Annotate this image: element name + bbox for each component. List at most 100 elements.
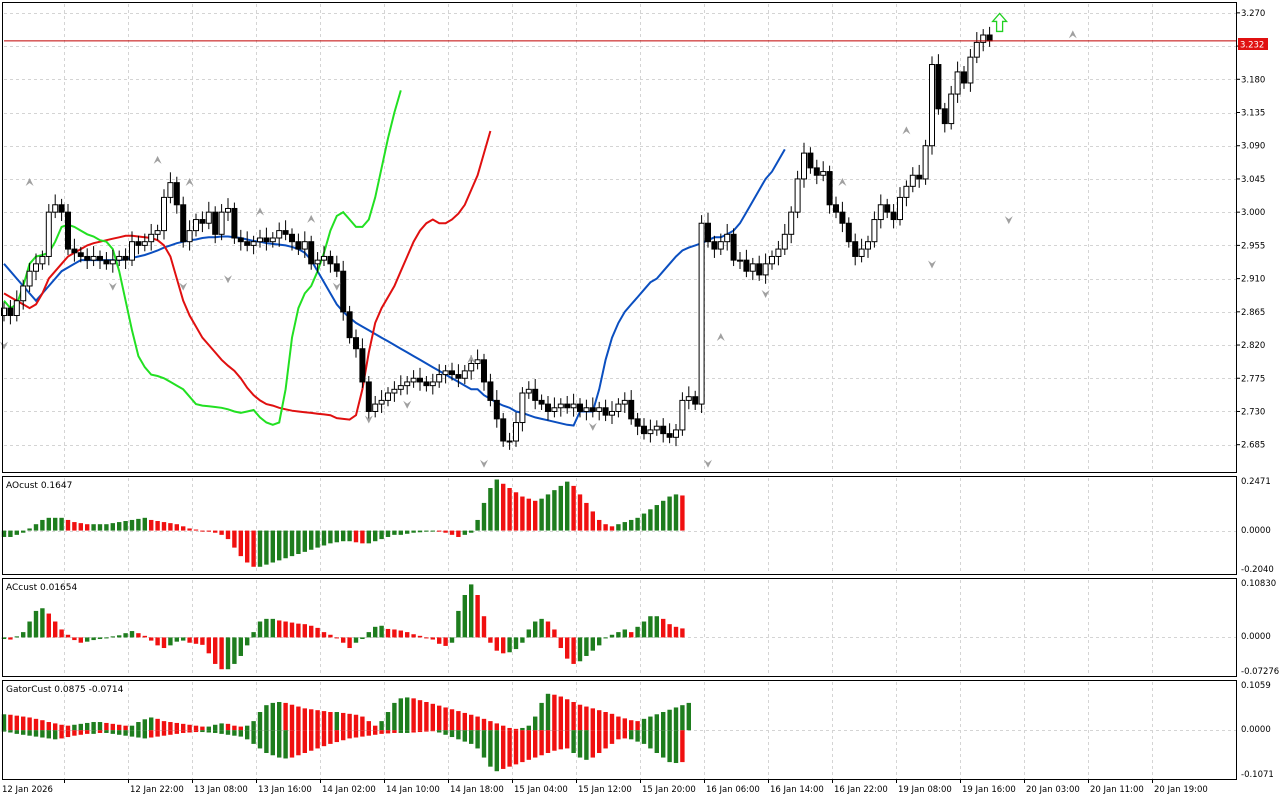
candle-body [826, 171, 833, 206]
ac-bar [65, 634, 71, 638]
candle-body [820, 171, 827, 176]
ac-bar [462, 595, 467, 638]
ac-bar [181, 637, 186, 641]
time-axis-label: 15 Jan 04:00 [514, 785, 568, 795]
candle-body [468, 362, 475, 372]
fractal-up-icon [902, 126, 911, 135]
gator-upper-bar [430, 703, 435, 731]
gator-axis-zero: 0.0000 [1241, 725, 1271, 735]
candle-body [980, 34, 987, 43]
gator-lower-bar [277, 730, 282, 758]
indicator-histograms [1, 479, 691, 772]
gator-upper-bar [417, 700, 423, 731]
ao-bar [609, 526, 615, 531]
candle-body [391, 388, 398, 394]
gator-upper-bar [193, 725, 199, 731]
gator-lower-bar [622, 730, 627, 739]
ac-bar [97, 637, 103, 640]
candle-body [417, 377, 423, 383]
candle-body [186, 230, 193, 243]
candle-body [289, 233, 295, 243]
lips-line [3, 90, 402, 426]
ao-bar [46, 517, 51, 531]
candle-body [90, 255, 97, 261]
ac-bar [680, 628, 685, 638]
ao-bar [110, 523, 115, 531]
ao-bar [373, 530, 378, 542]
gator-lower-bar [501, 730, 506, 769]
gator-upper-bar [91, 722, 96, 731]
gator-lower-bar [411, 730, 416, 733]
ao-axis-top: 0.2471 [1241, 477, 1271, 487]
ac-bar [27, 621, 32, 638]
gator-lower-bar [1, 730, 7, 732]
ac-bar [424, 637, 429, 639]
gator-upper-bar [149, 717, 154, 731]
candle-body [129, 241, 135, 261]
candle-body [333, 263, 340, 272]
ac-bar [622, 629, 627, 638]
ao-bar [251, 530, 256, 567]
price-tag: 3.232 [1238, 38, 1268, 51]
candle-body [807, 152, 814, 169]
candle-body [161, 196, 167, 232]
ao-panel-title: AOcust 0.1647 [6, 481, 72, 491]
candle-body [641, 425, 647, 435]
gator-upper-bar [232, 725, 237, 731]
ac-bar [1, 637, 7, 640]
gator-lower-bar [609, 730, 615, 744]
ac-bar [539, 618, 544, 638]
ac-axis-top: 0.10830 [1241, 579, 1276, 589]
fractal-up-icon [256, 207, 264, 216]
gator-upper-bar [603, 712, 608, 731]
gator-lower-bar [424, 730, 429, 732]
candle-body [609, 410, 615, 416]
ao-bar [558, 485, 563, 531]
gator-axis-bottom: -0.1071 [1241, 770, 1274, 780]
gator-lower-bar [507, 730, 512, 767]
gator-lower-bar [187, 730, 192, 733]
gator-upper-bar [8, 714, 13, 731]
ao-bar [72, 522, 77, 531]
gator-lower-bar [616, 730, 621, 740]
fractal-up-icon [153, 155, 162, 164]
candle-body [749, 263, 756, 272]
gator-upper-bar [571, 701, 576, 731]
ao-bar [232, 530, 237, 548]
gator-lower-bar [302, 730, 307, 753]
ac-bar [571, 637, 576, 664]
gator-lower-bar [225, 730, 231, 735]
candle-body [340, 270, 347, 313]
gator-lower-bar [533, 730, 538, 758]
ac-bar [597, 637, 602, 646]
candle-body [737, 259, 743, 262]
gator-lower-bar [123, 730, 128, 736]
candle-body [7, 307, 14, 317]
gator-lower-bar [648, 730, 653, 749]
ao-bar [584, 502, 589, 531]
ac-bar [53, 621, 58, 638]
candle-body [397, 385, 404, 390]
gator-upper-bar [181, 723, 186, 731]
panel-frame [2, 680, 1237, 780]
gator-lower-bar [635, 730, 640, 742]
gator-upper-bar [213, 724, 218, 731]
candle-body [116, 255, 123, 261]
gator-upper-bar [264, 705, 269, 731]
candle-body [244, 241, 251, 246]
price-axis-label: 3.045 [1241, 175, 1265, 185]
ao-bar [635, 517, 640, 531]
ao-bar [488, 488, 493, 531]
candle-body [871, 219, 878, 243]
ao-bar [417, 530, 423, 533]
candle-body [353, 337, 359, 350]
candle-body [461, 370, 468, 379]
ac-bar [104, 637, 109, 639]
price-axis-label: 3.090 [1241, 142, 1265, 152]
ac-bar [341, 637, 346, 643]
ao-bar [283, 530, 288, 559]
gator-upper-bar [526, 725, 531, 731]
gator-upper-bar [648, 716, 653, 731]
